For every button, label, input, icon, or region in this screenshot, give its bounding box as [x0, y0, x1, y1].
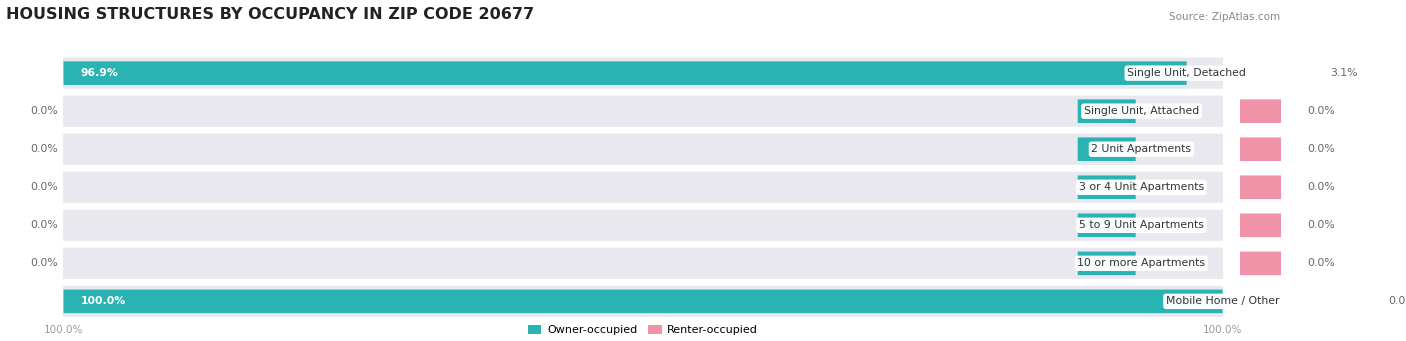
- Text: 96.9%: 96.9%: [82, 68, 118, 78]
- FancyBboxPatch shape: [1078, 252, 1136, 275]
- FancyBboxPatch shape: [63, 134, 1223, 165]
- FancyBboxPatch shape: [63, 286, 1223, 317]
- FancyBboxPatch shape: [63, 210, 1223, 241]
- Text: HOUSING STRUCTURES BY OCCUPANCY IN ZIP CODE 20677: HOUSING STRUCTURES BY OCCUPANCY IN ZIP C…: [6, 7, 534, 22]
- Text: 0.0%: 0.0%: [30, 144, 58, 154]
- Text: 10 or more Apartments: 10 or more Apartments: [1077, 258, 1205, 268]
- Text: 0.0%: 0.0%: [1308, 182, 1334, 192]
- FancyBboxPatch shape: [1240, 137, 1298, 161]
- FancyBboxPatch shape: [63, 61, 1187, 85]
- Text: 0.0%: 0.0%: [1388, 296, 1406, 306]
- Text: 0.0%: 0.0%: [30, 106, 58, 116]
- FancyBboxPatch shape: [63, 58, 1223, 89]
- Text: 0.0%: 0.0%: [30, 220, 58, 230]
- FancyBboxPatch shape: [1240, 213, 1298, 237]
- Text: 3 or 4 Unit Apartments: 3 or 4 Unit Apartments: [1078, 182, 1204, 192]
- Text: 0.0%: 0.0%: [30, 258, 58, 268]
- Text: Mobile Home / Other: Mobile Home / Other: [1166, 296, 1279, 306]
- Text: Single Unit, Attached: Single Unit, Attached: [1084, 106, 1199, 116]
- FancyBboxPatch shape: [63, 95, 1223, 127]
- FancyBboxPatch shape: [1078, 176, 1136, 199]
- Text: 0.0%: 0.0%: [1308, 144, 1334, 154]
- FancyBboxPatch shape: [1078, 137, 1136, 161]
- FancyBboxPatch shape: [1285, 61, 1322, 85]
- FancyBboxPatch shape: [1078, 213, 1136, 237]
- FancyBboxPatch shape: [63, 172, 1223, 203]
- FancyBboxPatch shape: [1240, 176, 1298, 199]
- Text: 3.1%: 3.1%: [1330, 68, 1358, 78]
- Text: 100.0%: 100.0%: [82, 296, 127, 306]
- FancyBboxPatch shape: [63, 248, 1223, 279]
- FancyBboxPatch shape: [1078, 99, 1136, 123]
- Text: 0.0%: 0.0%: [1308, 106, 1334, 116]
- Text: Source: ZipAtlas.com: Source: ZipAtlas.com: [1170, 12, 1281, 22]
- FancyBboxPatch shape: [63, 290, 1223, 313]
- Legend: Owner-occupied, Renter-occupied: Owner-occupied, Renter-occupied: [529, 325, 758, 335]
- Text: 0.0%: 0.0%: [1308, 258, 1334, 268]
- FancyBboxPatch shape: [1240, 252, 1298, 275]
- FancyBboxPatch shape: [1322, 290, 1379, 313]
- Text: Single Unit, Detached: Single Unit, Detached: [1128, 68, 1246, 78]
- Text: 2 Unit Apartments: 2 Unit Apartments: [1091, 144, 1191, 154]
- FancyBboxPatch shape: [1240, 99, 1298, 123]
- Text: 100.0%: 100.0%: [44, 325, 83, 335]
- Text: 0.0%: 0.0%: [1308, 220, 1334, 230]
- Text: 100.0%: 100.0%: [1204, 325, 1243, 335]
- Text: 0.0%: 0.0%: [30, 182, 58, 192]
- Text: 5 to 9 Unit Apartments: 5 to 9 Unit Apartments: [1078, 220, 1204, 230]
